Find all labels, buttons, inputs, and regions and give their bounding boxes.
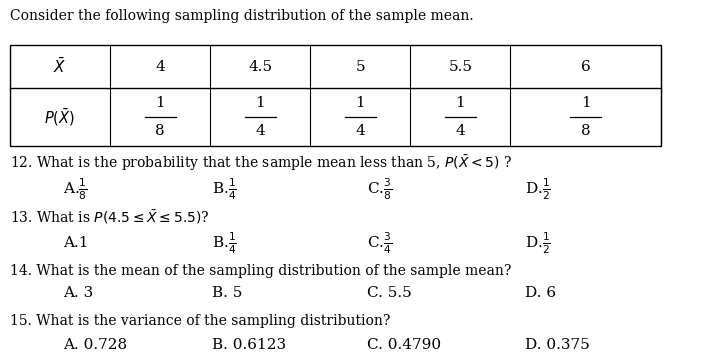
Text: B. 0.6123: B. 0.6123: [212, 338, 286, 352]
Text: 4.5: 4.5: [248, 60, 272, 73]
Text: 1: 1: [155, 96, 165, 110]
Text: D. 6: D. 6: [525, 287, 556, 300]
Text: A.$\frac{1}{8}$: A.$\frac{1}{8}$: [63, 176, 88, 202]
Text: C. 0.4790: C. 0.4790: [367, 338, 441, 352]
Text: B. 5: B. 5: [212, 287, 242, 300]
Text: A. 0.728: A. 0.728: [63, 338, 128, 352]
Text: $\bar{X}$: $\bar{X}$: [54, 57, 66, 76]
Text: A.1: A.1: [63, 236, 89, 250]
Text: D.$\frac{1}{2}$: D.$\frac{1}{2}$: [525, 230, 551, 256]
Text: 14. What is the mean of the sampling distribution of the sample mean?: 14. What is the mean of the sampling dis…: [10, 264, 511, 278]
Bar: [10, 45, 661, 146]
Text: 6: 6: [581, 60, 590, 73]
Text: 12. What is the probability that the sample mean less than 5, $P(\bar{X} < 5)$ ?: 12. What is the probability that the sam…: [10, 153, 513, 173]
Text: 1: 1: [255, 96, 265, 110]
Text: B.$\frac{1}{4}$: B.$\frac{1}{4}$: [212, 230, 236, 256]
Text: 1: 1: [455, 96, 465, 110]
Text: $P(\bar{X})$: $P(\bar{X})$: [44, 107, 75, 127]
Text: 8: 8: [155, 124, 165, 138]
Text: C.$\frac{3}{8}$: C.$\frac{3}{8}$: [367, 176, 392, 202]
Text: B.$\frac{1}{4}$: B.$\frac{1}{4}$: [212, 176, 236, 202]
Text: A. 3: A. 3: [63, 287, 94, 300]
Text: 4: 4: [455, 124, 465, 138]
Text: C. 5.5: C. 5.5: [367, 287, 411, 300]
Text: 4: 4: [155, 60, 165, 73]
Text: 4: 4: [255, 124, 265, 138]
Text: 5.5: 5.5: [448, 60, 472, 73]
Text: D. 0.375: D. 0.375: [525, 338, 590, 352]
Text: 15. What is the variance of the sampling distribution?: 15. What is the variance of the sampling…: [10, 314, 391, 328]
Text: 13. What is $P(4.5 \leq \bar{X} \leq 5.5)$?: 13. What is $P(4.5 \leq \bar{X} \leq 5.5…: [10, 208, 209, 226]
Text: Consider the following sampling distribution of the sample mean.: Consider the following sampling distribu…: [10, 9, 474, 23]
Text: 5: 5: [355, 60, 365, 73]
Text: 8: 8: [581, 124, 590, 138]
Text: 1: 1: [355, 96, 365, 110]
Text: 1: 1: [581, 96, 590, 110]
Text: D.$\frac{1}{2}$: D.$\frac{1}{2}$: [525, 176, 551, 202]
Text: 4: 4: [355, 124, 365, 138]
Text: C.$\frac{3}{4}$: C.$\frac{3}{4}$: [367, 230, 392, 256]
